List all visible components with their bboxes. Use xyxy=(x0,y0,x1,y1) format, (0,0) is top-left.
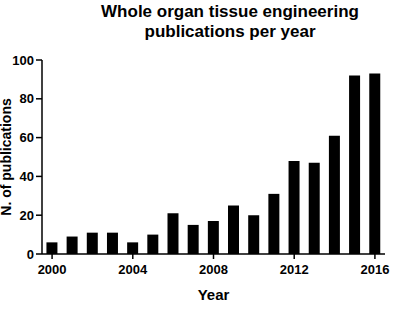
svg-text:2012: 2012 xyxy=(280,262,309,277)
svg-text:2008: 2008 xyxy=(199,262,228,277)
svg-text:20: 20 xyxy=(20,208,34,223)
svg-text:60: 60 xyxy=(20,130,34,145)
svg-text:N. of publications: N. of publications xyxy=(8,98,14,216)
svg-text:2000: 2000 xyxy=(38,262,67,277)
svg-text:100: 100 xyxy=(12,53,34,68)
svg-text:40: 40 xyxy=(20,169,34,184)
svg-text:2004: 2004 xyxy=(118,262,148,277)
html-text:Whole organ tissue engineering: Whole organ tissue engineering publicati… xyxy=(101,2,359,41)
svg-text:Year: Year xyxy=(198,286,230,303)
svg-text:0: 0 xyxy=(27,247,34,262)
svg-text:80: 80 xyxy=(20,91,34,106)
svg-text:2016: 2016 xyxy=(360,262,389,277)
